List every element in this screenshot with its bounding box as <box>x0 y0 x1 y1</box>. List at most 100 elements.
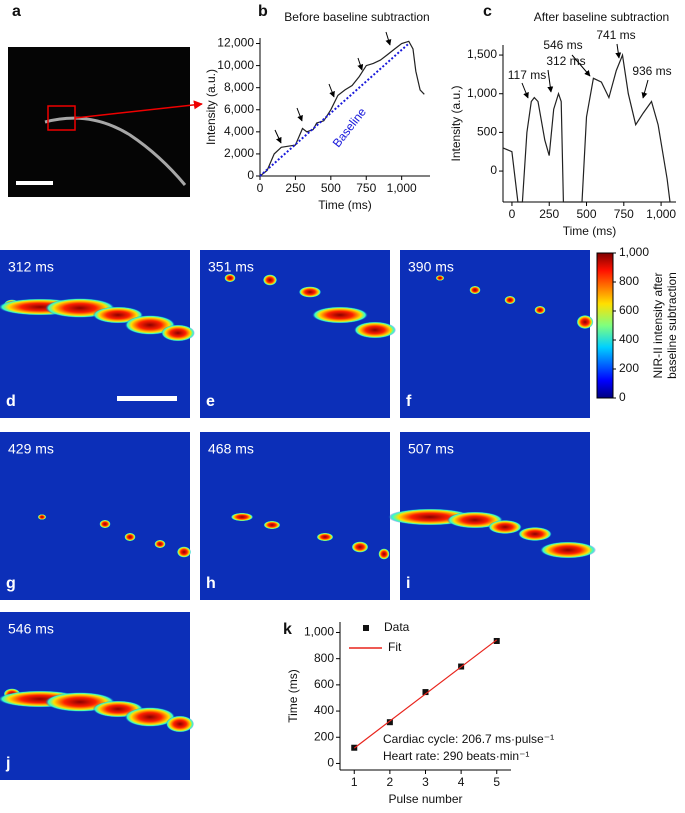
y-tick-label: 1,500 <box>467 47 497 61</box>
signal-blob <box>177 546 191 558</box>
arrow <box>296 107 303 122</box>
signal-blob <box>154 539 166 549</box>
signal-blob <box>230 512 254 522</box>
colorbar-tick-label: 200 <box>619 361 639 375</box>
peak-arrows <box>274 31 392 144</box>
panel-label: h <box>206 575 216 592</box>
x-tick-label: 4 <box>458 775 465 789</box>
annotation: 117 ms <box>508 68 546 82</box>
signal-blob <box>351 541 369 553</box>
chart-title: Before baseline subtraction <box>284 10 429 24</box>
x-tick-label: 250 <box>539 207 559 221</box>
roi-arrow <box>74 100 203 119</box>
x-tick-label: 500 <box>321 181 341 195</box>
y-tick-label: 800 <box>314 651 334 665</box>
annotation: 312 ms <box>546 54 585 68</box>
y-tick-label: 0 <box>327 756 334 770</box>
scale-bar <box>117 396 177 401</box>
y-tick-label: 0 <box>247 168 254 182</box>
y-tick-label: 2,000 <box>224 146 254 160</box>
arrow <box>571 54 591 77</box>
x-tick-label: 1,000 <box>646 207 676 221</box>
y-tick-label: 1,000 <box>304 625 334 639</box>
legend-label: Fit <box>388 640 402 654</box>
colorbar-tick-label: 0 <box>619 390 626 404</box>
signal-blob <box>540 541 596 559</box>
colorbar-tick-label: 1,000 <box>619 245 649 259</box>
y-tick-label: 600 <box>314 677 334 691</box>
signal-blob <box>378 548 390 560</box>
image-panel <box>0 432 190 600</box>
x-tick-label: 250 <box>285 181 305 195</box>
signal-blob <box>224 273 236 283</box>
annotation: 546 ms <box>543 38 582 52</box>
panel-label: g <box>6 575 16 592</box>
x-tick-label: 500 <box>577 207 597 221</box>
data-point <box>386 719 393 726</box>
chart-title: After baseline subtraction <box>534 10 669 24</box>
y-tick-label: 8,000 <box>224 80 254 94</box>
arrow <box>641 79 649 99</box>
x-tick-label: 1,000 <box>387 181 417 195</box>
y-tick-label: 12,000 <box>217 36 254 50</box>
x-tick-label: 3 <box>422 775 429 789</box>
signal-blob <box>469 285 481 295</box>
annotation: 741 ms <box>596 28 635 42</box>
signal-blob <box>298 286 322 298</box>
colorbar-label: baseline subtraction <box>665 272 679 379</box>
annotation-arrows <box>521 43 649 99</box>
series-line <box>353 639 498 749</box>
signal-blob <box>124 707 176 727</box>
x-tick-label: 750 <box>614 207 634 221</box>
legend-label: Data <box>384 620 410 634</box>
annotation: 936 ms <box>632 64 671 78</box>
panel-label: c <box>483 3 492 20</box>
x-axis-label: Time (ms) <box>318 198 372 212</box>
signal-blob <box>518 527 552 541</box>
scale-bar <box>16 181 53 185</box>
time-label: 507 ms <box>408 441 454 457</box>
colorbar-tick-label: 400 <box>619 332 639 346</box>
time-label: 546 ms <box>8 621 54 637</box>
panel-label: a <box>12 3 21 20</box>
signal-blob <box>354 321 396 339</box>
arrow <box>615 43 622 59</box>
y-tick-label: 1,000 <box>467 86 497 100</box>
signal-blob <box>488 520 522 534</box>
x-tick-label: 1 <box>351 775 358 789</box>
arrow <box>521 82 529 99</box>
x-tick-label: 2 <box>387 775 394 789</box>
image-panel <box>200 432 390 600</box>
time-label: 390 ms <box>408 259 454 275</box>
panel-label: e <box>206 393 215 410</box>
panel-label: j <box>5 755 10 772</box>
legend-marker <box>363 625 369 631</box>
baseline-label: Baseline <box>330 105 370 150</box>
vessel <box>44 116 187 186</box>
signal-blob <box>124 532 136 542</box>
image-panel <box>400 250 590 418</box>
panel-label: b <box>258 3 268 20</box>
time-label: 468 ms <box>208 441 254 457</box>
colorbar-label: NIR-II intensity after <box>651 272 665 378</box>
signal-blob <box>166 715 194 733</box>
y-tick-label: 0 <box>490 163 497 177</box>
y-axis-label: Intensity (a.u.) <box>204 69 218 145</box>
arrow <box>274 129 282 144</box>
time-label: 351 ms <box>208 259 254 275</box>
signal-blob <box>161 324 195 342</box>
panel-label: i <box>406 575 410 592</box>
x-axis-label: Time (ms) <box>563 224 617 238</box>
series-line <box>502 52 671 203</box>
y-axis-label: Time (ms) <box>286 669 300 723</box>
series-line <box>259 42 410 177</box>
signal-blob <box>37 514 47 520</box>
y-tick-label: 200 <box>314 729 334 743</box>
x-axis-label: Pulse number <box>388 792 462 806</box>
signal-blob <box>263 274 277 286</box>
y-tick-label: 6,000 <box>224 102 254 116</box>
signal-blob <box>435 275 445 281</box>
x-tick-label: 0 <box>509 207 516 221</box>
y-tick-label: 500 <box>477 125 497 139</box>
signal-blob <box>99 519 111 529</box>
